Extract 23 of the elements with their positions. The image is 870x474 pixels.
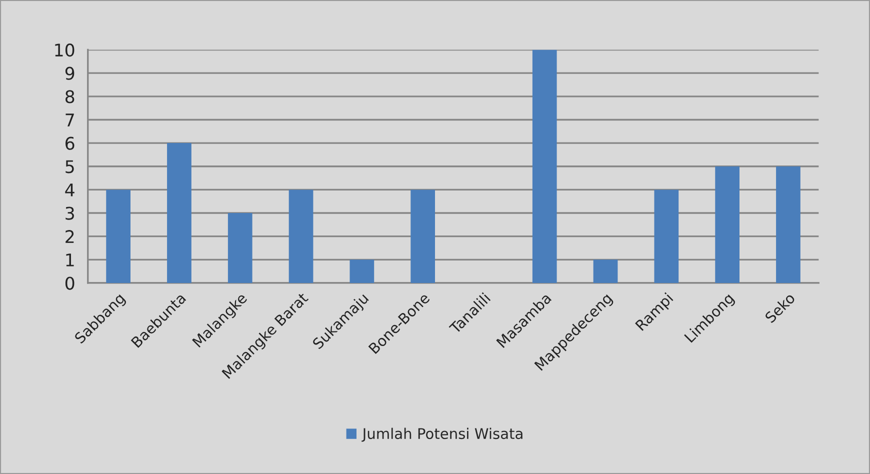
bar [167, 143, 192, 283]
bar [228, 213, 252, 283]
legend-label: Jumlah Potensi Wisata [362, 428, 522, 442]
y-tick-label: 4 [65, 184, 74, 196]
bar [715, 166, 740, 283]
bar [106, 190, 130, 283]
y-tick-label: 1 [66, 254, 74, 266]
bar [776, 166, 800, 283]
bar [288, 190, 314, 283]
y-tick-label: 10 [55, 43, 74, 57]
y-tick-label: 3 [66, 206, 74, 220]
y-tick-label: 9 [65, 66, 74, 80]
bar [593, 260, 618, 283]
bar [350, 260, 374, 283]
y-tick-label: 5 [66, 160, 74, 174]
bar [532, 50, 557, 283]
y-tick-label: 2 [66, 230, 74, 243]
y-tick-label: 7 [66, 114, 74, 126]
bar [410, 190, 435, 283]
y-tick-label: 8 [66, 90, 74, 104]
y-tick-label: 6 [66, 136, 74, 150]
y-tick-label: 0 [65, 276, 74, 290]
bar [654, 190, 679, 283]
